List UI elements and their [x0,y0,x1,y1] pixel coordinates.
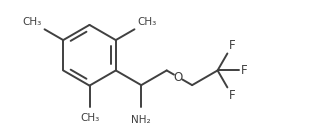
Text: O: O [174,71,183,84]
Text: F: F [241,64,248,77]
Text: F: F [229,89,236,102]
Text: CH₃: CH₃ [22,17,42,27]
Text: NH₂: NH₂ [131,114,151,124]
Text: CH₃: CH₃ [80,113,99,123]
Text: F: F [229,38,236,52]
Text: CH₃: CH₃ [137,17,156,27]
